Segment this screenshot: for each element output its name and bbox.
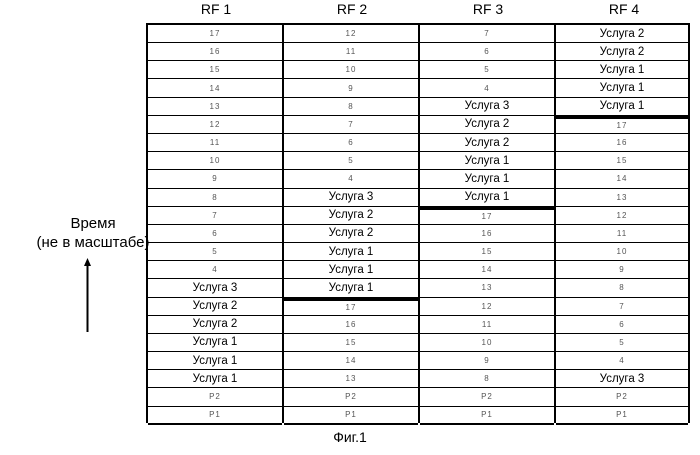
frame-cell: 9 xyxy=(420,352,554,370)
frame-cell: 17 xyxy=(556,116,688,134)
frame-cell: P2 xyxy=(148,388,282,406)
frame-cell: 6 xyxy=(420,43,554,61)
service-cell: Услуга 1 xyxy=(420,189,554,207)
frame-cell: 4 xyxy=(148,261,282,279)
frame-cell: 8 xyxy=(556,279,688,297)
frame-cell: 10 xyxy=(556,243,688,261)
frame-cell: 9 xyxy=(148,170,282,188)
frame-cell: P1 xyxy=(148,407,282,425)
frame-cell: 4 xyxy=(556,352,688,370)
frame-cell: 7 xyxy=(284,116,418,134)
service-cell: Услуга 2 xyxy=(420,116,554,134)
service-cell: Услуга 2 xyxy=(556,43,688,61)
service-cell: Услуга 1 xyxy=(420,170,554,188)
frame-cell: 17 xyxy=(420,207,554,225)
frame-cell: 4 xyxy=(284,170,418,188)
frame-cell: 10 xyxy=(148,152,282,170)
service-cell: Услуга 2 xyxy=(556,25,688,43)
service-cell: Услуга 1 xyxy=(284,261,418,279)
service-cell: Услуга 3 xyxy=(420,98,554,116)
frame-cell: 8 xyxy=(420,370,554,388)
frame-cell: 16 xyxy=(420,225,554,243)
frame-cell: 6 xyxy=(284,134,418,152)
service-cell: Услуга 1 xyxy=(556,61,688,79)
frame-cell: 13 xyxy=(284,370,418,388)
frame-cell: 5 xyxy=(420,61,554,79)
frame-cell: 15 xyxy=(284,334,418,352)
frame-cell: 11 xyxy=(284,43,418,61)
rf-column-3: 7654Услуга 3Услуга 2Услуга 2Услуга 1Услу… xyxy=(418,23,554,423)
frame-cell: 7 xyxy=(556,298,688,316)
frame-cell: 17 xyxy=(284,298,418,316)
frame-cell: 8 xyxy=(284,98,418,116)
frame-cell: 6 xyxy=(148,225,282,243)
service-cell: Услуга 1 xyxy=(148,370,282,388)
frame-cell: 7 xyxy=(148,207,282,225)
frame-cell: 4 xyxy=(420,80,554,98)
service-cell: Услуга 3 xyxy=(148,279,282,297)
figure-caption: Фиг.1 xyxy=(0,429,700,445)
frame-cell: 5 xyxy=(284,152,418,170)
frame-cell: P2 xyxy=(420,388,554,406)
service-cell: Услуга 2 xyxy=(284,225,418,243)
frame-cell: 5 xyxy=(148,243,282,261)
frame-cell: P1 xyxy=(556,407,688,425)
service-cell: Услуга 2 xyxy=(420,134,554,152)
service-cell: Услуга 1 xyxy=(148,334,282,352)
frame-cell: 14 xyxy=(148,80,282,98)
frame-cell: 15 xyxy=(148,61,282,79)
frame-cell: 12 xyxy=(420,298,554,316)
frame-cell: 11 xyxy=(556,225,688,243)
frame-cell: P1 xyxy=(420,407,554,425)
service-cell: Услуга 1 xyxy=(148,352,282,370)
frame-cell: P2 xyxy=(556,388,688,406)
frame-cell: 12 xyxy=(556,207,688,225)
frame-cell: 16 xyxy=(148,43,282,61)
frame-cell: 14 xyxy=(420,261,554,279)
service-cell: Услуга 3 xyxy=(284,189,418,207)
frame-cell: 10 xyxy=(420,334,554,352)
frame-cell: P1 xyxy=(284,407,418,425)
frame-cell: 11 xyxy=(148,134,282,152)
service-cell: Услуга 2 xyxy=(148,316,282,334)
frame-cell: P2 xyxy=(284,388,418,406)
service-cell: Услуга 3 xyxy=(556,370,688,388)
frame-cell: 17 xyxy=(148,25,282,43)
frame-cell: 14 xyxy=(556,170,688,188)
service-cell: Услуга 1 xyxy=(284,279,418,297)
frame-cell: 13 xyxy=(420,279,554,297)
frame-cell: 6 xyxy=(556,316,688,334)
service-cell: Услуга 2 xyxy=(284,207,418,225)
frame-cell: 12 xyxy=(148,116,282,134)
frame-cell: 16 xyxy=(284,316,418,334)
service-cell: Услуга 1 xyxy=(556,80,688,98)
rf-column-4: Услуга 2Услуга 2Услуга 1Услуга 1Услуга 1… xyxy=(554,23,690,423)
frame-cell: 10 xyxy=(284,61,418,79)
service-cell: Услуга 1 xyxy=(420,152,554,170)
frame-cell: 13 xyxy=(556,189,688,207)
frame-cell: 7 xyxy=(420,25,554,43)
rf-column-2: 121110987654Услуга 3Услуга 2Услуга 2Услу… xyxy=(282,23,418,423)
frame-cell: 9 xyxy=(556,261,688,279)
frame-cell: 15 xyxy=(420,243,554,261)
frame-cell: 12 xyxy=(284,25,418,43)
frame-cell: 15 xyxy=(556,152,688,170)
frame-cell: 8 xyxy=(148,189,282,207)
frame-cell: 11 xyxy=(420,316,554,334)
rf-column-1: 1716151413121110987654Услуга 3Услуга 2Ус… xyxy=(146,23,282,423)
frame-cell: 14 xyxy=(284,352,418,370)
service-cell: Услуга 1 xyxy=(284,243,418,261)
service-cell: Услуга 1 xyxy=(556,98,688,116)
frame-cell: 13 xyxy=(148,98,282,116)
frame-cell: 9 xyxy=(284,80,418,98)
service-cell: Услуга 2 xyxy=(148,298,282,316)
frame-cell: 5 xyxy=(556,334,688,352)
frame-cell: 16 xyxy=(556,134,688,152)
